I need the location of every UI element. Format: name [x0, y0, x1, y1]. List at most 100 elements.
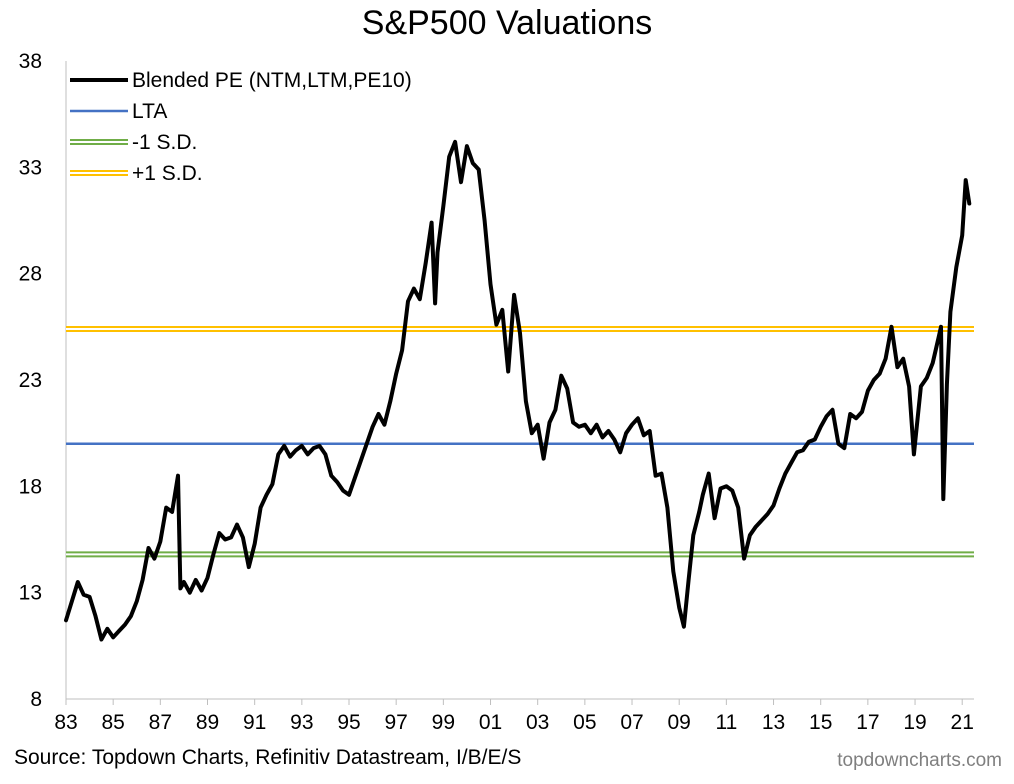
data-point	[141, 579, 144, 581]
data-point	[942, 498, 945, 500]
legend: Blended PE (NTM,LTM,PE10) LTA -1 S.D. +1 S.…	[70, 69, 412, 185]
data-point	[637, 417, 639, 420]
data-point	[831, 409, 834, 411]
data-point	[283, 445, 286, 447]
data-point	[548, 421, 551, 424]
data-point	[531, 432, 533, 435]
data-point	[360, 460, 362, 462]
data-point	[961, 234, 963, 237]
data-point	[277, 453, 280, 456]
data-point	[513, 294, 515, 296]
data-point	[65, 619, 67, 622]
data-point	[837, 443, 840, 445]
data-point	[460, 181, 462, 183]
data-point	[755, 525, 757, 528]
x-tick-label: 83	[54, 711, 77, 734]
data-point	[153, 557, 156, 560]
y-tick-label: 23	[19, 369, 42, 392]
data-point	[784, 472, 787, 475]
data-point	[413, 287, 415, 290]
data-point	[248, 566, 250, 568]
data-point	[212, 553, 215, 556]
data-point	[189, 591, 191, 594]
x-tick-label: 03	[526, 711, 549, 734]
data-point	[964, 179, 967, 181]
data-point	[130, 615, 132, 617]
data-point	[477, 168, 480, 171]
data-point	[578, 426, 580, 428]
data-point	[955, 266, 958, 269]
data-point	[683, 625, 685, 628]
x-tick-label: 95	[337, 711, 360, 734]
data-point	[434, 302, 436, 305]
data-point	[926, 377, 928, 379]
data-point	[698, 511, 700, 513]
data-point	[940, 326, 942, 328]
data-point	[377, 413, 380, 415]
y-tick-label: 28	[19, 263, 42, 286]
data-point	[88, 596, 91, 598]
data-point	[112, 636, 114, 639]
y-tick-label: 18	[19, 475, 42, 498]
data-point	[825, 415, 828, 418]
data-point	[165, 506, 167, 509]
data-point	[613, 438, 616, 441]
data-point	[743, 557, 745, 560]
source-note: Source: Topdown Charts, Refinitiv Datast…	[14, 746, 522, 769]
data-point	[179, 587, 182, 590]
data-point	[218, 532, 221, 534]
data-point	[884, 357, 887, 360]
data-point	[82, 594, 85, 596]
data-point	[772, 504, 775, 507]
data-point	[946, 383, 948, 386]
legend-label-blended-pe-ntm-ltm-pe10: Blended PE (NTM,LTM,PE10)	[132, 69, 412, 92]
x-tick-label: 97	[385, 711, 408, 734]
data-point	[660, 472, 663, 475]
data-point	[896, 366, 899, 369]
data-point	[224, 538, 226, 541]
data-point	[430, 221, 433, 224]
data-point	[330, 474, 333, 477]
data-point	[796, 451, 798, 454]
data-point	[312, 447, 315, 449]
data-point	[259, 506, 262, 509]
x-tick-label: 07	[620, 711, 643, 734]
data-point	[619, 451, 621, 454]
data-point	[124, 623, 126, 626]
x-tick-label: 11	[715, 711, 737, 734]
x-tick-label: 93	[290, 711, 313, 734]
y-tick-label: 38	[19, 50, 42, 73]
data-point	[242, 536, 244, 539]
data-point	[595, 423, 598, 426]
data-point	[365, 443, 368, 445]
data-point	[890, 326, 893, 328]
legend-label-1-s-d: -1 S.D.	[132, 131, 197, 154]
data-point	[554, 409, 557, 411]
data-point	[937, 336, 940, 339]
data-point	[949, 311, 952, 313]
data-point	[666, 506, 669, 509]
data-point	[566, 387, 568, 390]
data-point	[778, 487, 781, 490]
data-point	[448, 155, 451, 158]
x-tick-label: 89	[196, 711, 219, 734]
legend-label-1-s-d: +1 S.D.	[132, 162, 203, 185]
data-point	[572, 421, 574, 424]
data-point	[808, 440, 810, 443]
data-point	[401, 349, 403, 352]
data-point	[236, 523, 238, 526]
data-point	[584, 423, 586, 426]
data-point	[861, 411, 863, 413]
axes: 8 13 18 23 28 33 38 83 85 87 89 91 93 95 97 99 01 03 05 07 0…	[19, 50, 974, 734]
data-point	[725, 485, 728, 488]
x-tick-label: 21	[951, 711, 974, 734]
data-point	[289, 455, 291, 458]
data-point	[802, 449, 804, 452]
data-point	[395, 372, 398, 375]
data-point	[454, 141, 456, 143]
data-point	[200, 589, 203, 592]
data-point	[920, 385, 922, 388]
data-point	[230, 536, 232, 539]
data-point	[908, 385, 910, 388]
